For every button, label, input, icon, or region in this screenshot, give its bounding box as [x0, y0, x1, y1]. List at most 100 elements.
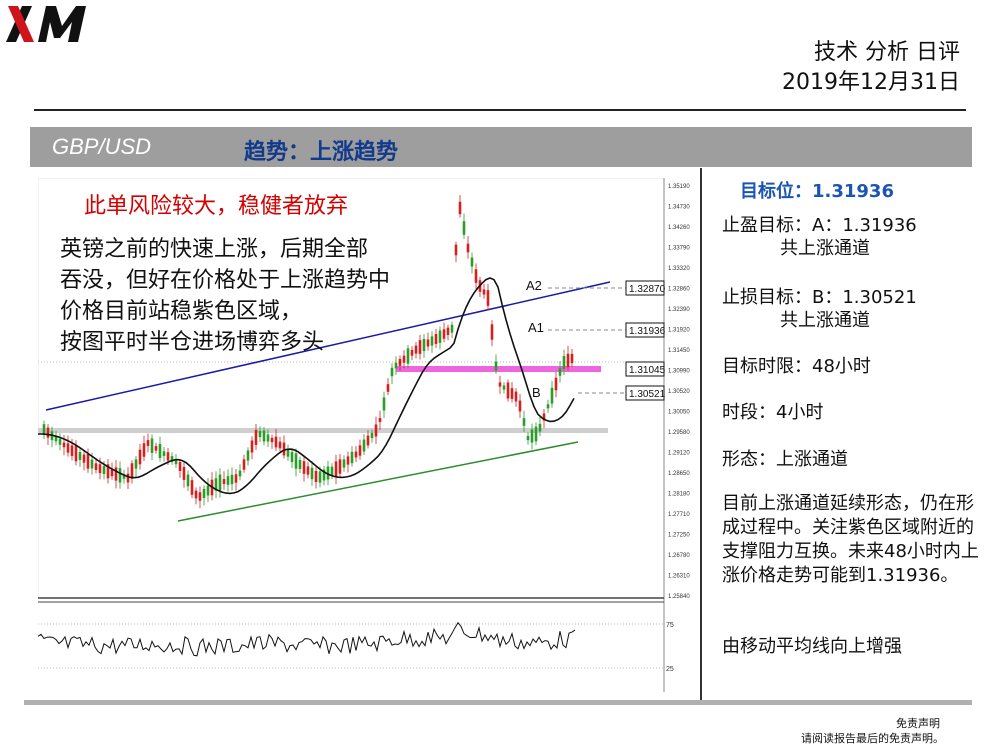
candle-body: [414, 345, 418, 354]
report-type: 技术 分析 日评: [814, 40, 960, 65]
svg-text:1.31045: 1.31045: [629, 365, 666, 376]
xm-logo: [6, 6, 86, 42]
price-axis-tick: 1.25840: [668, 594, 690, 600]
candle-body: [222, 479, 226, 484]
price-axis-tick: 1.34260: [668, 225, 690, 231]
analysis-note-3: 价格目前站稳紫色区域，: [60, 299, 303, 324]
candle-body: [534, 426, 538, 442]
candle-body: [162, 451, 166, 456]
stop-loss: 止损目标：B：1.30521: [722, 287, 917, 308]
pattern: 形态：上涨通道: [722, 449, 848, 470]
candle-body: [470, 257, 474, 267]
price-axis-tick: 1.27710: [668, 512, 690, 518]
price-axis-tick: 1.30990: [668, 369, 690, 375]
footer-bar: [24, 700, 972, 705]
upper-channel-line: [45, 281, 611, 411]
candle-body: [138, 449, 142, 465]
price-axis-tick: 1.26780: [668, 553, 690, 559]
trend-label: 趋势：上涨趋势: [244, 140, 399, 165]
candle-body: [550, 387, 554, 404]
analysis-note-4: 按图平时半仓进场博弈多头: [60, 330, 325, 355]
candle-body: [434, 334, 438, 344]
candle-body: [338, 459, 342, 474]
candle-body: [230, 474, 234, 485]
candle-body: [214, 478, 218, 491]
candle-body: [262, 430, 266, 442]
candle-body: [482, 289, 486, 295]
currency-pair: GBP/USD: [52, 134, 152, 159]
candle-body: [70, 445, 74, 456]
candle-body: [502, 385, 506, 390]
candle-body: [54, 436, 58, 442]
candle-body: [94, 463, 98, 471]
candle-body: [370, 432, 374, 439]
level-b: B 1.30521: [532, 385, 666, 401]
grey-zone: [38, 428, 608, 433]
candle-body: [474, 269, 478, 283]
candle-body: [506, 382, 510, 399]
candle-body: [258, 430, 262, 438]
candle-body: [402, 355, 406, 363]
svg-text:1.32870: 1.32870: [629, 284, 666, 295]
candle-body: [366, 435, 370, 446]
price-axis-tick: 1.32390: [668, 307, 690, 313]
time-limit: 目标时限：48小时: [722, 356, 871, 377]
candle-body: [542, 413, 546, 421]
price-axis-tick: 1.32860: [668, 287, 690, 293]
level-a2: A2 1.32870: [526, 278, 666, 296]
candle-body: [466, 243, 470, 253]
candle-body: [126, 473, 130, 483]
price-axis-tick: 1.30520: [668, 389, 690, 395]
candle-body: [346, 456, 350, 465]
take-profit: 止盈目标：A：1.31936: [722, 215, 917, 236]
candle-body: [226, 476, 230, 485]
candle-body: [266, 434, 270, 442]
target-level: 目标位：1.31936: [740, 181, 894, 202]
svg-text:1.30521: 1.30521: [629, 389, 666, 400]
candle-body: [246, 450, 250, 461]
purple-zone: [396, 366, 601, 372]
candle-body: [302, 461, 306, 474]
candle-body: [410, 349, 414, 356]
price-axis-tick: 1.31450: [668, 348, 690, 354]
candle-body: [310, 467, 314, 480]
candle-body: [46, 427, 50, 438]
candle-body: [238, 470, 242, 477]
candle-body: [42, 424, 46, 435]
candle-body: [314, 470, 318, 483]
candle-body: [554, 377, 558, 391]
candle-body: [558, 368, 562, 376]
candle-body: [562, 356, 566, 369]
candle-body: [334, 461, 338, 477]
price-axis-tick: 1.26310: [668, 574, 690, 580]
svg-text:A2: A2: [526, 278, 542, 293]
candle-body: [422, 338, 426, 352]
candle-body: [254, 430, 258, 445]
price-axis-tick: 1.29120: [668, 451, 690, 457]
candle-body: [450, 324, 454, 333]
price-axis-tick: 1.34730: [668, 205, 690, 211]
candle-body: [350, 451, 354, 464]
ma-note: 由移动平均线向上增强: [722, 636, 902, 657]
candle-body: [318, 471, 322, 483]
candle-body: [202, 488, 206, 499]
candle-body: [390, 367, 394, 377]
svg-text:1.31936: 1.31936: [629, 326, 666, 337]
analysis-note-1: 英镑之前的快速上涨，后期全部: [60, 237, 369, 262]
price-axis: 1.35190 1.34730 1.34260 1.33790 1.33320 1.328…: [668, 184, 690, 600]
candle-body: [290, 452, 294, 462]
candle-body: [90, 459, 94, 469]
header-divider: [34, 109, 966, 111]
candle-body: [306, 466, 310, 475]
candle-body: [134, 459, 138, 469]
candle-body: [250, 440, 254, 453]
price-axis-tick: 1.33320: [668, 266, 690, 272]
candle-body: [158, 444, 162, 458]
candle-body: [270, 437, 274, 443]
candle-body: [438, 330, 442, 343]
candle-body: [242, 459, 246, 470]
candle-body: [174, 459, 178, 465]
candle-body: [426, 339, 430, 347]
candle-body: [394, 362, 398, 369]
candle-body: [458, 201, 462, 215]
